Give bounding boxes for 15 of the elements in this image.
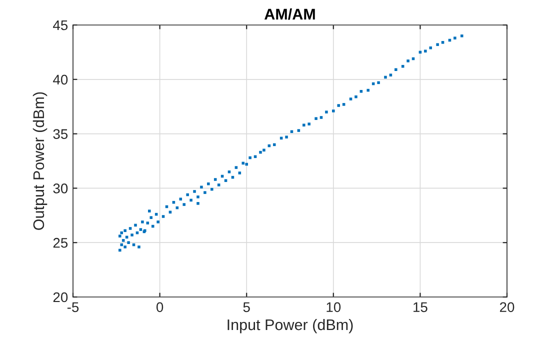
chart-title: AM/AM	[264, 8, 315, 20]
x-axis-title: Input Power (dBm)	[228, 318, 353, 334]
x-tick-label: 5	[243, 302, 250, 312]
x-tick-label: 10	[326, 302, 341, 312]
y-tick-label: 35	[53, 129, 68, 139]
x-tick-label: 15	[414, 302, 428, 312]
x-tick-label: -5	[67, 302, 79, 312]
y-tick-label: 25	[53, 238, 68, 248]
y-tick-label: 20	[53, 292, 68, 302]
x-tick-label: 20	[500, 302, 514, 312]
y-axis-title: Output Power (dBm)	[32, 92, 48, 230]
x-tick-label: 0	[156, 302, 164, 312]
y-tick-label: 45	[53, 20, 68, 30]
y-tick-label: 30	[53, 184, 68, 194]
y-tick-label: 40	[53, 74, 68, 85]
